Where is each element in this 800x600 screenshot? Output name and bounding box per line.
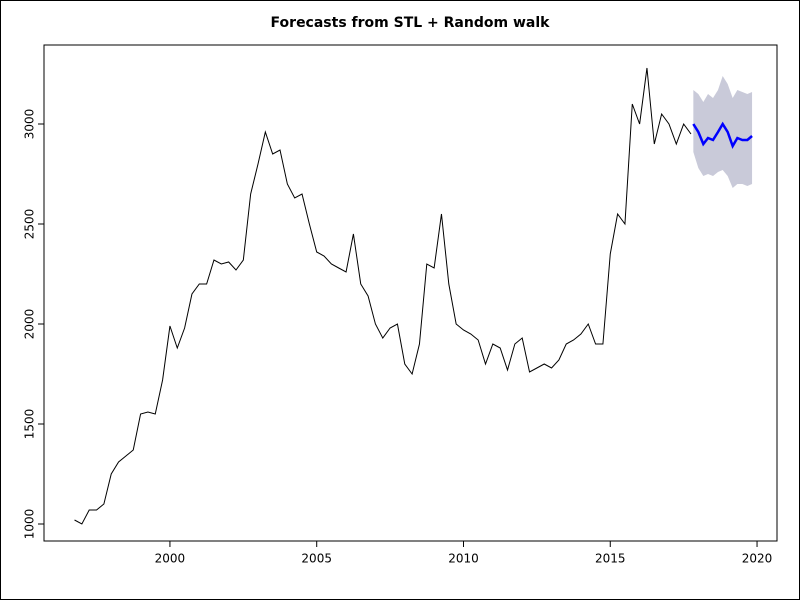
forecast-line bbox=[692, 121, 753, 149]
y-tick-label: 2000 bbox=[23, 309, 37, 340]
y-tick-label: 1500 bbox=[23, 409, 37, 440]
plot-box bbox=[43, 44, 778, 542]
x-tick-label: 2000 bbox=[155, 552, 186, 566]
chart-title: Forecasts from STL + Random walk bbox=[271, 15, 551, 31]
x-tick-label: 2010 bbox=[448, 552, 479, 566]
forecast-band bbox=[693, 76, 753, 188]
y-tick-label: 2500 bbox=[23, 209, 37, 240]
y-tick-label: 1000 bbox=[23, 509, 37, 540]
history-line bbox=[74, 67, 692, 525]
x-tick-label: 2015 bbox=[595, 552, 626, 566]
x-tick-label: 2005 bbox=[301, 552, 332, 566]
x-tick-label: 2020 bbox=[742, 552, 773, 566]
y-tick-label: 3000 bbox=[23, 109, 37, 140]
